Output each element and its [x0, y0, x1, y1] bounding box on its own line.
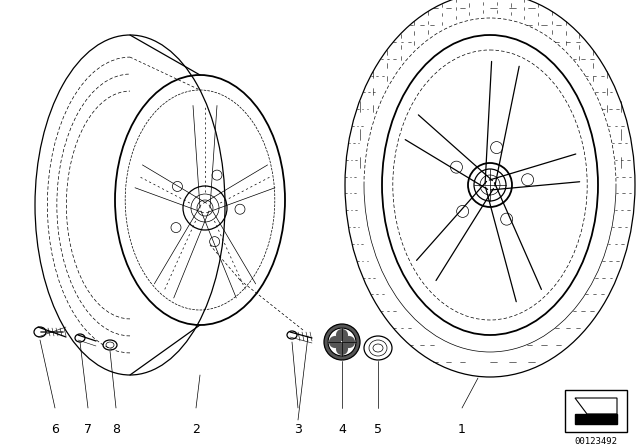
Ellipse shape: [336, 343, 348, 355]
Text: 3: 3: [294, 423, 302, 436]
Text: 6: 6: [51, 423, 59, 436]
Ellipse shape: [329, 336, 341, 348]
Polygon shape: [575, 414, 617, 424]
Text: 8: 8: [112, 423, 120, 436]
Ellipse shape: [324, 324, 360, 360]
Text: 1: 1: [458, 423, 466, 436]
Bar: [565, 390, 627, 432]
Text: 00123492: 00123492: [575, 437, 618, 446]
Ellipse shape: [468, 163, 512, 207]
Text: 4: 4: [338, 423, 346, 436]
Ellipse shape: [336, 329, 348, 341]
Ellipse shape: [343, 336, 355, 348]
Ellipse shape: [328, 328, 356, 356]
Text: 7: 7: [84, 423, 92, 436]
Text: 2: 2: [192, 423, 200, 436]
Text: 5: 5: [374, 423, 382, 436]
